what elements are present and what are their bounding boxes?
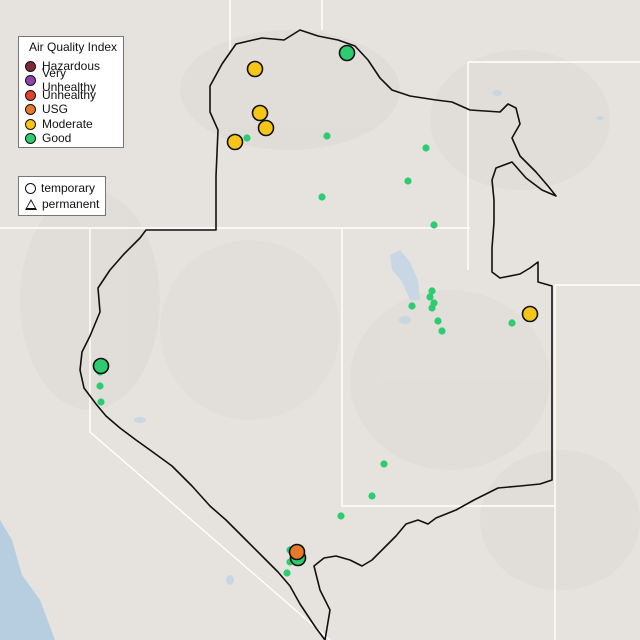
small-monitor-good	[318, 193, 326, 201]
legend-row-permanent: permanent	[25, 197, 99, 211]
large-monitors	[92, 44, 539, 567]
very-unhealthy-swatch	[25, 74, 36, 86]
legend-row-usg: USG	[25, 102, 68, 116]
monitor-marker-usg	[288, 543, 306, 561]
usg-swatch	[25, 103, 36, 115]
triangle-icon	[25, 198, 37, 210]
legend-label-usg: USG	[42, 102, 69, 116]
good-swatch	[25, 132, 36, 144]
monitor-marker-moderate	[226, 133, 244, 151]
small-monitor-good	[323, 132, 331, 140]
circle-icon	[25, 182, 36, 194]
small-monitor-good	[426, 293, 434, 301]
monitor-marker-moderate	[246, 60, 264, 78]
legend-row-unhealthy: Unhealthy	[25, 88, 96, 102]
legend-row-good: Good	[25, 131, 71, 145]
monitor-type-legend: temporary permanent	[18, 176, 106, 216]
small-monitor-good	[438, 327, 446, 335]
lakes	[134, 90, 604, 585]
legend-row-temporary: temporary	[25, 181, 95, 195]
small-monitor-good	[508, 319, 516, 327]
legend-label-unhealthy: Unhealthy	[42, 88, 97, 102]
small-monitor-good	[337, 512, 345, 520]
small-monitor-good	[428, 287, 436, 295]
small-monitor-good	[428, 304, 436, 312]
monitor-marker-moderate	[521, 305, 539, 323]
ocean	[0, 520, 55, 640]
monitor-marker-good	[92, 357, 110, 375]
small-monitor-good	[434, 317, 442, 325]
small-monitor-good	[368, 492, 376, 500]
legend-row-moderate: Moderate	[25, 117, 93, 131]
unhealthy-swatch	[25, 89, 36, 101]
hazardous-swatch	[25, 60, 36, 72]
aqi-legend: Air Quality Index Hazardous Very Unhealt…	[18, 36, 124, 148]
small-monitor-good	[380, 460, 388, 468]
legend-label-very-unhealthy: Very Unhealthy	[41, 66, 97, 94]
small-monitor-good	[404, 177, 412, 185]
monitor-marker-moderate	[251, 104, 269, 122]
small-monitor-good	[96, 382, 104, 390]
small-monitor-good	[97, 398, 105, 406]
small-monitor-good	[430, 221, 438, 229]
region-boundary	[79, 29, 557, 640]
monitor-marker-good	[338, 44, 356, 62]
legend-label-hazardous: Hazardous	[42, 59, 101, 73]
legend-row-hazardous: Hazardous	[25, 59, 100, 73]
terrain-shading	[20, 30, 640, 590]
small-monitor-good	[422, 144, 430, 152]
small-monitor-good	[283, 569, 291, 577]
moderate-swatch	[25, 118, 36, 130]
legend-label-temporary: temporary	[41, 181, 96, 195]
small-monitor-good	[243, 134, 251, 142]
monitor-marker-moderate	[257, 119, 275, 137]
legend-row-very-unhealthy: Very Unhealthy	[25, 66, 123, 94]
aqi-legend-title: Air Quality Index	[29, 40, 118, 54]
legend-label-moderate: Moderate	[42, 117, 93, 131]
small-monitor-good	[408, 302, 416, 310]
legend-label-good: Good	[42, 131, 72, 145]
legend-label-permanent: permanent	[42, 197, 100, 211]
